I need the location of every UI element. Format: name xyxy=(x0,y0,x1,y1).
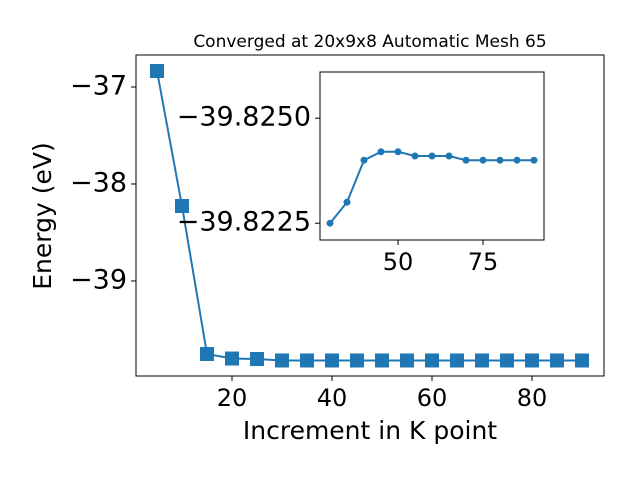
y-tick-label: −39 xyxy=(70,264,127,295)
marker xyxy=(450,353,464,368)
x-tick-label: 60 xyxy=(417,384,448,412)
marker xyxy=(500,353,514,368)
y-tick-label: −39.8250 xyxy=(177,102,311,133)
marker xyxy=(394,148,402,156)
marker xyxy=(425,353,439,368)
x-tick-label: 20 xyxy=(217,384,248,412)
y-axis-label: Energy (eV) xyxy=(28,142,57,289)
marker xyxy=(550,353,564,368)
marker xyxy=(360,156,368,164)
marker xyxy=(575,353,589,368)
x-tick-label: 80 xyxy=(517,384,548,412)
marker xyxy=(445,152,453,160)
marker xyxy=(326,219,334,227)
marker xyxy=(275,353,289,368)
x-axis-label: Increment in K point xyxy=(243,416,497,445)
marker xyxy=(411,152,419,160)
x-tick-label: 40 xyxy=(317,384,348,412)
marker xyxy=(479,156,487,164)
marker xyxy=(496,156,504,164)
marker xyxy=(175,198,189,213)
marker xyxy=(530,156,538,164)
marker xyxy=(513,156,521,164)
marker xyxy=(250,352,264,367)
marker xyxy=(343,198,351,206)
marker xyxy=(325,353,339,368)
marker xyxy=(150,64,164,79)
marker xyxy=(475,353,489,368)
marker xyxy=(375,353,389,368)
marker xyxy=(428,152,436,160)
marker xyxy=(400,353,414,368)
x-tick-label: 75 xyxy=(468,248,499,276)
marker xyxy=(225,351,239,366)
x-tick-label: 50 xyxy=(383,248,414,276)
y-tick-label: −37 xyxy=(70,71,127,102)
marker xyxy=(200,346,214,361)
marker xyxy=(462,156,470,164)
marker xyxy=(300,353,314,368)
chart-title: Converged at 20x9x8 Automatic Mesh 65 xyxy=(193,32,546,52)
marker xyxy=(350,353,364,368)
y-tick-label: −39.8225 xyxy=(177,207,311,238)
y-tick-label: −38 xyxy=(70,167,127,198)
marker xyxy=(525,353,539,368)
marker xyxy=(377,148,385,156)
